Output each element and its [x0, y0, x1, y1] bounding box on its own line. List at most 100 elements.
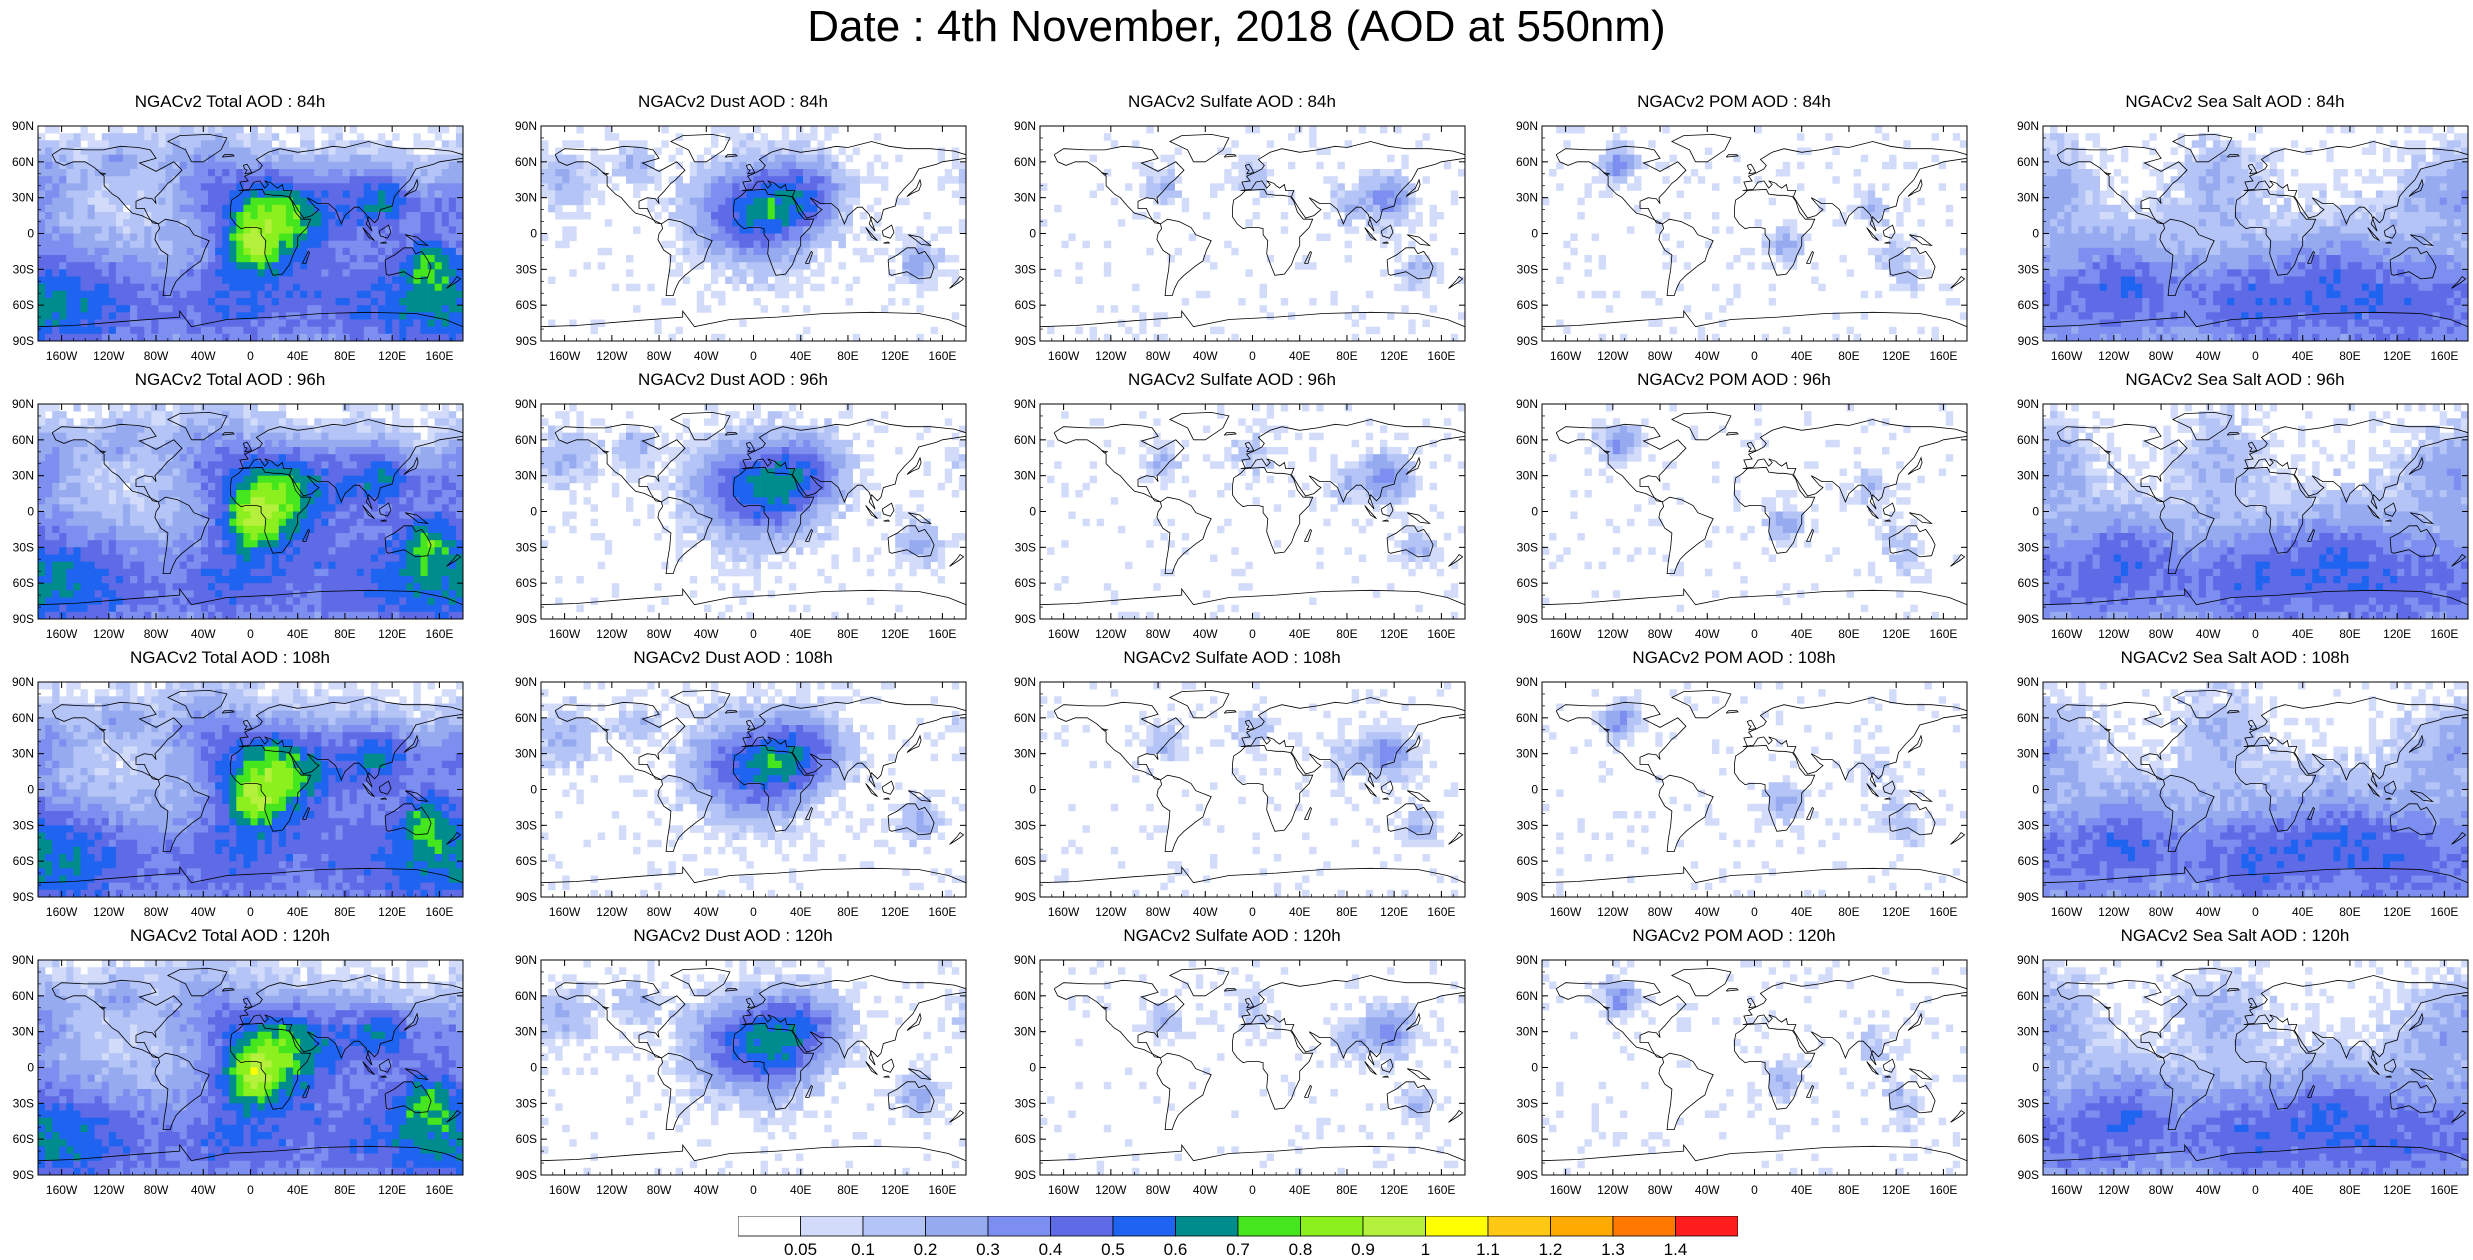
coastline [1742, 697, 1968, 788]
aod-shading [1542, 682, 1968, 898]
coastline [2408, 456, 2424, 475]
coastline [1603, 1006, 1611, 1010]
lat-tick-label: 60S [1517, 576, 1538, 590]
coastline [2235, 188, 2317, 276]
lat-tick-label: 30N [515, 1025, 537, 1039]
coastline [1866, 505, 1879, 520]
coastline [540, 865, 967, 884]
map-panel-sulfate-1: NGACv2 Sulfate AOD : 96h 90N 60N 30N 0 30S 60S… [1002, 370, 1466, 640]
coastline [1232, 1022, 1314, 1110]
lon-tick-label: 40E [790, 349, 811, 362]
coastline [302, 1084, 310, 1098]
lon-tick-label: 120E [881, 627, 909, 640]
lon-tick-label: 160E [425, 905, 453, 918]
lat-tick-label: 30S [1517, 262, 1538, 276]
coastlines [2042, 133, 2469, 328]
lat-tick-label: 0 [1531, 1061, 1538, 1075]
lon-tick-label: 80E [1336, 1183, 1357, 1196]
lon-tick-label: 80E [2339, 1183, 2360, 1196]
coastline [1101, 172, 1109, 176]
lat-tick-label: 30S [13, 818, 34, 832]
lat-tick-label: 60N [1516, 989, 1538, 1003]
lat-tick-label: 60N [1516, 711, 1538, 725]
lon-tick-label: 0 [247, 905, 254, 918]
colorbar-label: 1.4 [1664, 1240, 1688, 1258]
coastline [949, 831, 965, 845]
coastline [883, 797, 891, 800]
coastline [37, 309, 464, 328]
lon-tick-label: 120E [378, 1183, 406, 1196]
coastline [51, 701, 183, 781]
colorbar-box [1112, 1216, 1176, 1237]
lat-tick-label: 30S [516, 818, 537, 832]
lon-tick-label: 40W [2196, 627, 2221, 640]
coastline [1950, 553, 1966, 567]
coastline [1382, 241, 1390, 244]
coastline [1907, 734, 1923, 753]
coastline [221, 154, 235, 158]
lat-tick-label: 60N [1014, 711, 1036, 725]
lat-tick-label: 60N [515, 711, 537, 725]
coastline [1746, 441, 1757, 453]
coastline [1101, 728, 1109, 732]
coastline [1053, 979, 1185, 1059]
aod-shading [38, 960, 464, 1176]
colorbar-label: 1.2 [1539, 1240, 1563, 1258]
coastline [380, 797, 388, 800]
lon-tick-label: 160W [1048, 349, 1080, 362]
lon-tick-label: 80W [1146, 905, 1171, 918]
coastline [2409, 512, 2434, 524]
aod-map: 90N 60N 30N 0 30S 60S 90S 160W 120W 80W 40W 0 40E 80E… [2017, 675, 2469, 918]
coastline [2367, 505, 2380, 520]
colorbar-label: 0.6 [1164, 1240, 1188, 1258]
coastline [51, 979, 183, 1059]
lat-tick-label: 30S [1015, 818, 1036, 832]
coastline [733, 744, 815, 832]
lat-tick-label: 90S [516, 334, 537, 348]
lat-tick-label: 30S [516, 540, 537, 554]
lat-tick-label: 30S [1517, 1096, 1538, 1110]
lon-tick-label: 40W [191, 349, 216, 362]
lat-tick-label: 90N [1014, 675, 1036, 689]
coastline [1742, 975, 1968, 1066]
lon-tick-label: 80E [1336, 349, 1357, 362]
coastline [380, 241, 388, 244]
lon-tick-label: 80E [1838, 1183, 1859, 1196]
coastline [1670, 689, 1732, 719]
coastline [1950, 275, 1966, 289]
coastlines [37, 133, 464, 328]
coastline [554, 701, 686, 781]
coastline [1742, 141, 1968, 232]
aod-map: 90N 60N 30N 0 30S 60S 90S 160W 120W 80W 40W 0 40E 80E… [1014, 397, 1466, 640]
lat-tick-label: 90S [1015, 334, 1036, 348]
lon-tick-label: 160E [1929, 1183, 1957, 1196]
map-panel-pom-1: NGACv2 POM AOD : 96h 90N 60N 30N 0 30S 60S 90S 1… [1504, 370, 1968, 640]
lat-tick-label: 30S [1517, 540, 1538, 554]
coastline [949, 1109, 965, 1123]
lon-tick-label: 40E [287, 349, 308, 362]
coastline [1244, 719, 1255, 731]
lat-tick-label: 90N [1014, 397, 1036, 411]
coastline [1734, 466, 1816, 554]
coastline [2104, 728, 2112, 732]
coastline [1746, 997, 1757, 1009]
lat-tick-label: 90S [1517, 334, 1538, 348]
panel-title: NGACv2 Sulfate AOD : 96h [1002, 370, 1462, 390]
lat-tick-label: 60N [12, 711, 34, 725]
lon-tick-label: 120W [2098, 627, 2130, 640]
coastline [1888, 803, 1936, 836]
coastline [2226, 432, 2240, 436]
aod-map: 90N 60N 30N 0 30S 60S 90S 160W 120W 80W 40W 0 40E 80E… [2017, 397, 2469, 640]
coastline [1734, 744, 1816, 832]
lon-tick-label: 40E [1791, 905, 1812, 918]
lat-tick-label: 90N [515, 953, 537, 967]
coastline [403, 456, 419, 475]
coastline [1039, 309, 1466, 328]
coastline [1101, 450, 1109, 454]
lon-tick-label: 40W [1193, 349, 1218, 362]
coastline [1386, 525, 1434, 558]
lon-tick-label: 80W [1648, 905, 1673, 918]
lat-tick-label: 0 [1531, 227, 1538, 241]
lon-tick-label: 120E [1380, 1183, 1408, 1196]
lat-tick-label: 60N [1014, 433, 1036, 447]
